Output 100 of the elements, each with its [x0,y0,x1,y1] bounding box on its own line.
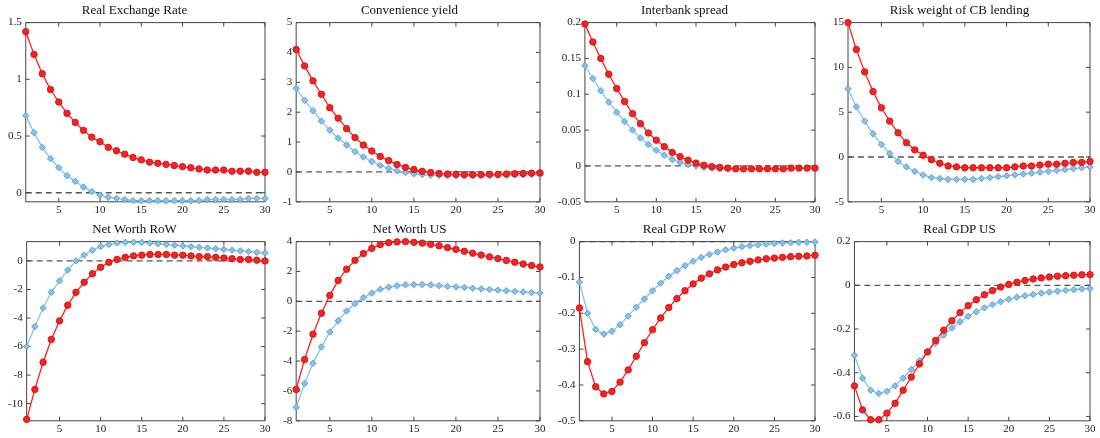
y-tick-label: 0.1 [567,87,581,100]
y-tick-label: -0.1 [557,270,576,283]
y-tick-label: 4 [286,45,293,58]
chart-title: Real GDP RoW [642,221,727,237]
y-tick-label: 0 [286,294,293,307]
x-tick-label: 5 [327,422,334,435]
x-tick-label: 15 [408,422,420,435]
x-tick-label: 25 [769,203,782,216]
x-tick-label: 30 [534,203,546,216]
x-tick-label: 10 [94,203,106,216]
y-tick-label: 5 [838,105,845,118]
x-tick-label: 10 [366,422,378,435]
y-tick-label: -1 [282,194,293,207]
chart-title: Net Worth RoW [92,221,178,237]
y-tick-label: -0.4 [832,365,851,378]
x-tick-label: 5 [878,203,885,216]
x-tick-label: 20 [728,422,740,435]
x-tick-label: 10 [917,203,930,216]
y-tick-label: -6 [13,339,24,352]
x-tick-label: 15 [408,203,420,216]
y-tick-label: -0.4 [557,377,576,390]
x-tick-label: 25 [1043,422,1056,435]
x-tick-label: 20 [450,203,462,216]
y-tick-label: -5 [834,194,845,207]
y-tick-label: -2 [13,282,23,295]
x-tick-label: 25 [492,203,504,216]
x-tick-label: 20 [177,203,189,216]
x-tick-label: 15 [959,203,971,216]
y-tick-label: 10 [833,60,845,73]
y-tick-label: 5 [286,15,293,28]
y-tick-label: 0.2 [567,15,581,28]
y-tick-label: -0.2 [557,306,576,319]
y-tick-label: 0 [286,164,293,177]
y-tick-label: -8 [282,413,293,426]
x-tick-label: 5 [609,422,616,435]
y-tick-label: 0 [569,234,576,247]
x-tick-label: 5 [884,422,891,435]
x-tick-label: 30 [534,422,546,435]
chart-title: Interbank spread [641,2,729,18]
x-tick-label: 30 [259,422,271,435]
y-tick-label: -10 [7,396,24,409]
y-tick-label: -4 [13,310,24,323]
y-tick-label: 0 [17,253,24,266]
x-tick-label: 30 [809,422,821,435]
x-tick-label: 5 [56,422,63,435]
x-tick-label: 10 [650,203,663,216]
x-tick-label: 5 [56,203,62,216]
x-tick-label: 25 [768,422,781,435]
chart-title: Convenience yield [360,2,459,18]
x-tick-label: 15 [135,203,148,216]
x-tick-label: 30 [259,203,271,216]
y-tick-label: 3 [286,75,293,88]
x-tick-label: 20 [450,422,462,435]
x-tick-label: 20 [177,422,189,435]
x-tick-label: 5 [327,203,334,216]
y-tick-label: 1 [16,72,22,85]
y-tick-label: -4 [282,353,293,366]
y-tick-label: -0.3 [557,342,576,355]
x-tick-label: 15 [136,422,148,435]
y-tick-label: 0.2 [836,234,851,247]
y-tick-label: 15 [833,15,845,28]
y-tick-label: -0.5 [557,413,576,426]
x-tick-label: 10 [366,203,378,216]
chart-title: Risk weight of CB lending [889,2,1030,18]
y-tick-label: -6 [282,383,293,396]
y-tick-label: -0.05 [557,194,582,207]
x-tick-label: 15 [687,422,700,435]
chart-title: Real GDP US [923,221,996,237]
x-tick-label: 25 [218,203,230,216]
x-tick-label: 20 [1001,203,1013,216]
x-tick-label: 15 [690,203,702,216]
x-tick-label: 25 [218,422,230,435]
y-tick-label: 0 [838,149,845,162]
y-tick-label: 0.05 [561,123,582,136]
y-tick-label: -8 [13,368,24,380]
y-tick-label: -0.6 [832,409,851,422]
x-tick-label: 25 [492,422,504,435]
x-tick-label: 5 [613,203,620,216]
x-tick-label: 30 [1084,203,1096,216]
x-tick-label: 10 [647,422,659,435]
y-tick-label: 0 [575,158,582,171]
y-tick-label: 0.15 [561,51,582,64]
y-tick-label: 4 [286,234,293,247]
x-tick-label: 10 [922,422,934,435]
x-tick-label: 30 [809,203,821,216]
y-tick-label: 0 [16,185,23,198]
x-tick-label: 25 [1042,203,1055,216]
y-tick-label: 0 [844,278,851,291]
y-tick-label: 2 [286,105,293,118]
x-tick-label: 20 [1003,422,1015,435]
y-tick-label: 1.5 [8,15,23,28]
x-tick-label: 10 [95,422,107,435]
chart-title: Net Worth US [372,221,447,237]
y-tick-label: 1 [286,134,293,147]
chart-title: Real Exchange Rate [81,2,188,18]
x-tick-label: 20 [730,203,742,216]
x-tick-label: 15 [962,422,975,435]
y-tick-label: -2 [282,324,293,337]
y-tick-label: 2 [286,264,293,277]
y-tick-label: 0.5 [8,128,23,141]
